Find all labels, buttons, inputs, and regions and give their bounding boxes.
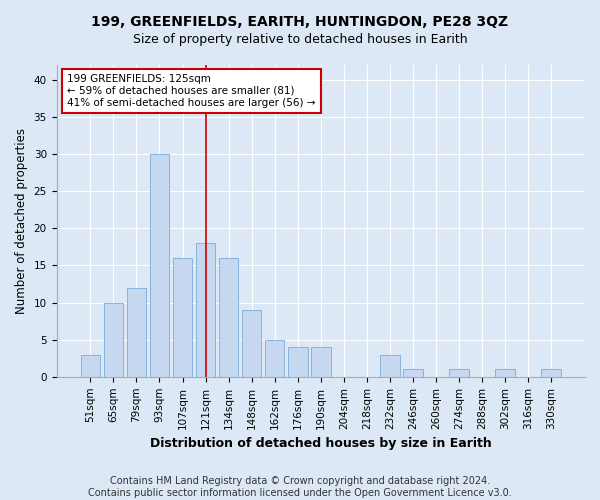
- Bar: [311, 347, 331, 377]
- Bar: [242, 310, 262, 377]
- X-axis label: Distribution of detached houses by size in Earith: Distribution of detached houses by size …: [150, 437, 491, 450]
- Bar: [173, 258, 193, 377]
- Bar: [104, 302, 123, 377]
- Bar: [196, 243, 215, 377]
- Bar: [449, 370, 469, 377]
- Bar: [80, 354, 100, 377]
- Y-axis label: Number of detached properties: Number of detached properties: [15, 128, 28, 314]
- Bar: [403, 370, 423, 377]
- Bar: [265, 340, 284, 377]
- Text: Contains HM Land Registry data © Crown copyright and database right 2024.
Contai: Contains HM Land Registry data © Crown c…: [88, 476, 512, 498]
- Bar: [496, 370, 515, 377]
- Text: 199 GREENFIELDS: 125sqm
← 59% of detached houses are smaller (81)
41% of semi-de: 199 GREENFIELDS: 125sqm ← 59% of detache…: [67, 74, 316, 108]
- Bar: [149, 154, 169, 377]
- Text: Size of property relative to detached houses in Earith: Size of property relative to detached ho…: [133, 32, 467, 46]
- Text: 199, GREENFIELDS, EARITH, HUNTINGDON, PE28 3QZ: 199, GREENFIELDS, EARITH, HUNTINGDON, PE…: [91, 15, 509, 29]
- Bar: [541, 370, 561, 377]
- Bar: [219, 258, 238, 377]
- Bar: [288, 347, 308, 377]
- Bar: [380, 354, 400, 377]
- Bar: [127, 288, 146, 377]
